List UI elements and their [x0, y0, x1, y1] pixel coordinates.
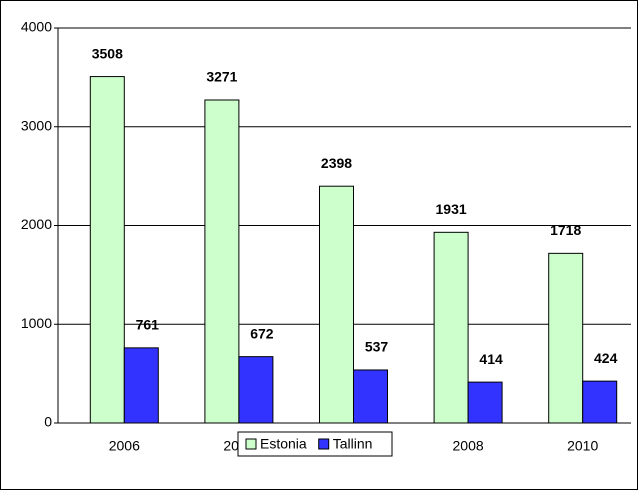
bar [123, 347, 159, 424]
legend-label: Estonia [260, 436, 307, 452]
value-label: 424 [594, 350, 618, 366]
y-tick-label: 1000 [21, 315, 52, 331]
x-tick-label: 2010 [567, 438, 598, 454]
bar [433, 231, 469, 424]
value-label: 672 [250, 325, 274, 341]
bar [89, 76, 125, 424]
value-label: 537 [365, 339, 389, 355]
value-label: 3508 [92, 45, 123, 61]
bar [467, 381, 503, 424]
x-tick-label: 2008 [453, 438, 484, 454]
bar [319, 185, 354, 424]
value-label: 761 [136, 317, 160, 333]
x-tick-label: 2006 [109, 438, 140, 454]
bar [353, 369, 388, 424]
legend-swatch [318, 438, 330, 450]
legend-box [237, 431, 393, 457]
bar [204, 99, 240, 424]
y-tick-label: 4000 [21, 19, 52, 35]
y-tick-label: 0 [44, 414, 52, 430]
value-label: 3271 [206, 69, 237, 85]
value-label: 1931 [436, 201, 467, 217]
bar [238, 356, 274, 424]
value-label: 414 [479, 351, 503, 367]
y-tick-label: 3000 [21, 117, 52, 133]
legend-label: Tallinn [333, 436, 373, 452]
y-tick-label: 2000 [21, 216, 52, 232]
bar [548, 252, 584, 424]
value-label: 2398 [321, 155, 352, 171]
bar [582, 380, 618, 424]
legend-swatch [245, 438, 257, 450]
value-label: 1718 [550, 222, 581, 238]
